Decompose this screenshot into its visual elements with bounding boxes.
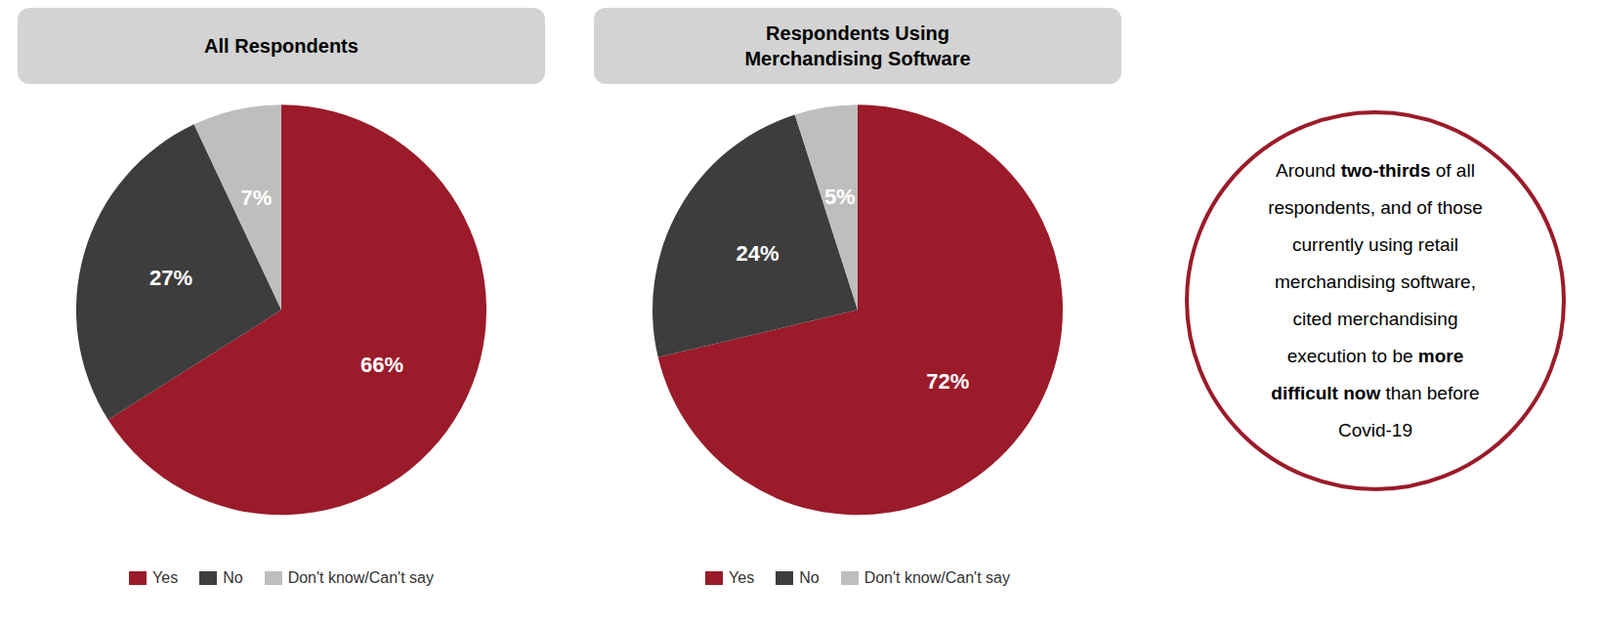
- html-text:No: No: [799, 569, 820, 587]
- html-text:Yes: Yes: [152, 569, 178, 587]
- html-text:Yes: Yes: [728, 569, 755, 587]
- html-text:No: No: [222, 569, 243, 587]
- svg-text:5%: 5%: [824, 184, 856, 210]
- html-text:respondents, and of those: respondents, and of those: [1267, 197, 1483, 218]
- html-text:merchandising software,: merchandising software,: [1274, 271, 1476, 293]
- svg-text:7%: 7%: [240, 185, 272, 211]
- svg-text:24%: 24%: [736, 241, 780, 266]
- svg-text:72%: 72%: [926, 369, 969, 394]
- html-text:Covid-19: Covid-19: [1338, 420, 1413, 441]
- html-text:cited merchandising: cited merchandising: [1292, 308, 1458, 330]
- html-text:Don't know/Can't say: Don't know/Can't say: [864, 569, 1010, 587]
- html-text:All Respondents: All Respondents: [204, 35, 359, 57]
- svg-text:66%: 66%: [360, 352, 404, 378]
- html-text:Respondents Using Merchandisin: Respondents Using Merchandising Software: [744, 22, 971, 70]
- svg-text:27%: 27%: [149, 265, 193, 291]
- html-text:execution to be more: execution to be more: [1287, 345, 1464, 367]
- html-text:difficult now than before: difficult now than before: [1271, 382, 1480, 404]
- html-text:currently using retail: currently using retail: [1292, 234, 1459, 255]
- html-text:Around two-thirds of all: Around two-thirds of all: [1275, 160, 1475, 181]
- html-text:Don't know/Can't say: Don't know/Can't say: [287, 569, 434, 587]
